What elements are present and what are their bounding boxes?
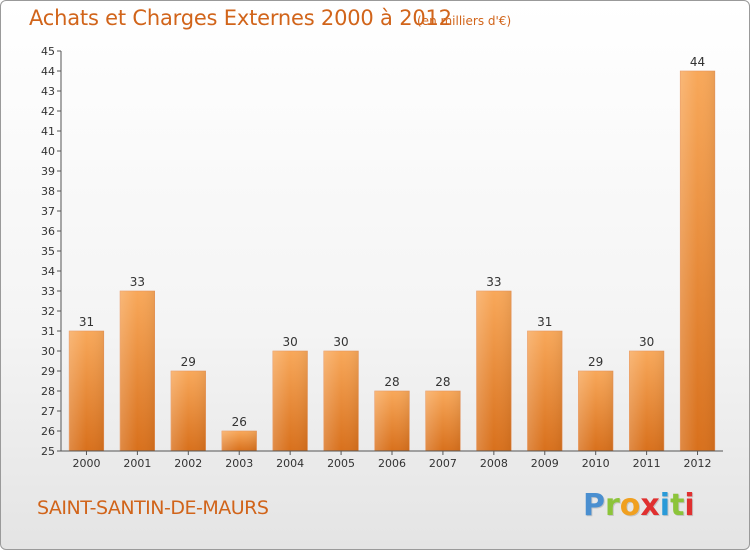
- x-tick-label: 2005: [327, 457, 355, 470]
- bar-value-label: 26: [232, 415, 247, 429]
- x-tick-label: 2003: [225, 457, 253, 470]
- logo-letter: t: [670, 488, 685, 523]
- y-tick-label: 37: [41, 205, 55, 218]
- y-tick-label: 26: [41, 425, 55, 438]
- logo-letter: o: [619, 488, 641, 523]
- x-axis: 2000 2001 2002 2003 2004 2005 2006 2007 2008 2009…: [61, 450, 723, 470]
- bar-sheen: [680, 71, 715, 451]
- bar-value-label: 29: [181, 355, 196, 369]
- logo-letter: i: [684, 488, 695, 523]
- y-tick-label: 25: [41, 445, 55, 458]
- bar-value-label: 30: [333, 335, 348, 349]
- y-tick-label: 38: [41, 185, 55, 198]
- x-tick-label: 2012: [684, 457, 712, 470]
- x-tick-label: 2011: [633, 457, 661, 470]
- logo-letter: x: [640, 488, 660, 523]
- y-tick-label: 31: [41, 325, 55, 338]
- x-tick-label: 2008: [480, 457, 508, 470]
- y-tick-label: 34: [41, 265, 55, 278]
- bar-value-label: 30: [639, 335, 654, 349]
- y-tick-label: 28: [41, 385, 55, 398]
- y-tick-label: 29: [41, 365, 55, 378]
- bar-value-label: 33: [486, 275, 501, 289]
- bar-value-label: 31: [79, 315, 94, 329]
- y-tick-label: 41: [41, 125, 55, 138]
- bar-value-label: 28: [384, 375, 399, 389]
- y-tick-label: 30: [41, 345, 55, 358]
- x-tick-label: 2001: [123, 457, 151, 470]
- bar-value-label: 33: [130, 275, 145, 289]
- y-tick-label: 42: [41, 105, 55, 118]
- bar-sheen: [221, 431, 257, 451]
- y-tick-label: 44: [41, 65, 55, 78]
- bar-value-label: 44: [690, 55, 705, 69]
- bar-sheen: [374, 391, 410, 451]
- bar-value-label: 30: [283, 335, 298, 349]
- bar-sheen: [527, 331, 563, 451]
- y-tick-label: 43: [41, 85, 55, 98]
- x-tick-label: 2004: [276, 457, 304, 470]
- bar-sheen: [629, 351, 664, 451]
- bar-sheen: [69, 331, 104, 451]
- chart-subtitle: (en milliers d'€): [417, 14, 512, 28]
- x-tick-label: 2007: [429, 457, 457, 470]
- y-tick-label: 45: [41, 45, 55, 58]
- bar-sheen: [476, 291, 512, 451]
- y-axis: 25 26 27 28 29 30 31 32 33 34 35 36 37 38 39 40 41 42 43 44…: [41, 45, 62, 458]
- y-tick-label: 40: [41, 145, 55, 158]
- bar-sheen: [425, 391, 461, 451]
- y-tick-label: 27: [41, 405, 55, 418]
- proxiti-logo: Proxiti: [583, 488, 695, 523]
- bar-sheen: [170, 371, 206, 451]
- y-tick-label: 33: [41, 285, 55, 298]
- bars: 31 33 29 26 30 30 28 28 33 31 29 30 44: [68, 55, 716, 452]
- y-tick-label: 36: [41, 225, 55, 238]
- bar-value-label: 31: [537, 315, 552, 329]
- bar-sheen: [120, 291, 155, 451]
- bar-sheen: [323, 351, 359, 451]
- bar-sheen: [578, 371, 614, 451]
- x-tick-label: 2009: [531, 457, 559, 470]
- bar-sheen: [272, 351, 308, 451]
- y-tick-label: 35: [41, 245, 55, 258]
- y-tick-label: 32: [41, 305, 55, 318]
- logo-letter: P: [583, 488, 605, 523]
- chart-title: Achats et Charges Externes 2000 à 2012: [29, 6, 452, 30]
- bar-value-label: 28: [435, 375, 450, 389]
- y-tick-label: 39: [41, 165, 55, 178]
- commune-name: SAINT-SANTIN-DE-MAURS: [37, 497, 269, 519]
- logo-letter: i: [659, 488, 671, 523]
- x-tick-label: 2010: [582, 457, 610, 470]
- x-tick-label: 2000: [72, 457, 100, 470]
- x-tick-label: 2002: [174, 457, 202, 470]
- logo-letter: r: [605, 488, 620, 523]
- bar-value-label: 29: [588, 355, 603, 369]
- x-tick-label: 2006: [378, 457, 406, 470]
